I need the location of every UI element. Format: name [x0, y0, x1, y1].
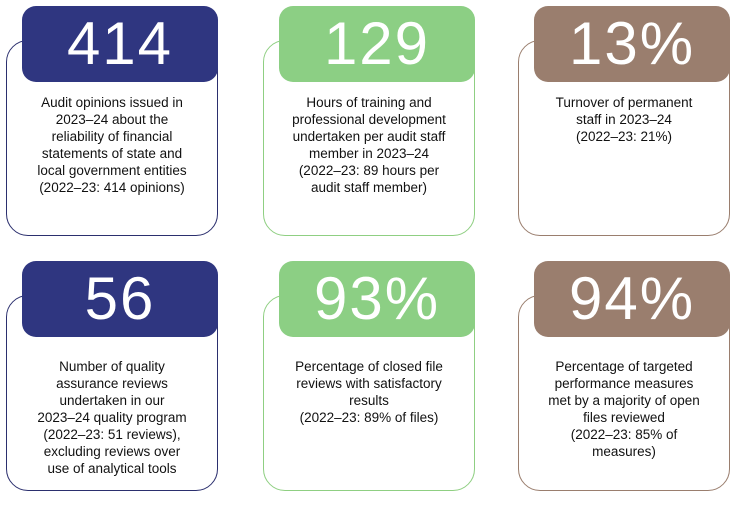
stat-description: Audit opinions issued in 2023–24 about t… — [12, 94, 212, 196]
stat-description-line: (2022–23: 51 reviews), — [43, 427, 181, 442]
stat-description-line: excluding reviews over — [43, 444, 181, 459]
stat-description-line: measures) — [592, 444, 656, 459]
stat-description: Hours of training and professional devel… — [269, 94, 469, 196]
stat-description-line: use of analytical tools — [47, 461, 177, 476]
stat-card-staff-turnover: 13% Turnover of permanent staff in 2023–… — [518, 6, 736, 240]
stat-card-audit-opinions: 414 Audit opinions issued in 2023–24 abo… — [6, 6, 224, 240]
stat-card-closed-file-reviews: 93% Percentage of closed file reviews wi… — [263, 261, 481, 495]
stat-value-badge: 94% — [534, 261, 730, 337]
stat-description-line: undertaken in our — [59, 393, 165, 408]
stat-description-line: (2022–23: 89% of files) — [299, 410, 439, 425]
stat-description: Number of quality assurance reviews unde… — [12, 358, 212, 477]
stat-description-line: reliability of financial — [51, 129, 173, 144]
stat-description-line: Percentage of targeted — [555, 359, 693, 374]
stat-description: Turnover of permanent staff in 2023–24 (… — [524, 94, 724, 145]
stat-description-line: assurance reviews — [56, 376, 168, 391]
stat-description-line: 2023–24 quality program — [37, 410, 187, 425]
stat-description-line: audit staff member) — [310, 180, 428, 195]
stat-description-line: Number of quality — [59, 359, 165, 374]
stat-description-line: staff in 2023–24 — [576, 112, 672, 127]
stat-value-badge: 93% — [279, 261, 475, 337]
stat-description-line: (2022–23: 414 opinions) — [39, 180, 185, 195]
stat-description-line: performance measures — [554, 376, 694, 391]
stat-description-line: reviews with satisfactory — [296, 376, 442, 391]
stat-description-line: professional development — [292, 112, 446, 127]
stat-value-badge: 13% — [534, 6, 730, 82]
stat-description-line: statements of state and — [41, 146, 183, 161]
stat-description-line: files reviewed — [583, 410, 665, 425]
stat-description-line: Audit opinions issued in — [41, 95, 183, 110]
stat-card-quality-reviews: 56 Number of quality assurance reviews u… — [6, 261, 224, 495]
stat-description: Percentage of targeted performance measu… — [524, 358, 724, 460]
stat-description: Percentage of closed file reviews with s… — [269, 358, 469, 426]
stat-value-badge: 56 — [22, 261, 218, 337]
stat-description-line: results — [349, 393, 389, 408]
stat-description-line: Percentage of closed file — [295, 359, 443, 374]
stat-description-line: Turnover of permanent — [555, 95, 693, 110]
stat-description-line: met by a majority of open — [548, 393, 700, 408]
stat-description-line: undertaken per audit staff — [292, 129, 446, 144]
stat-card-training-hours: 129 Hours of training and professional d… — [263, 6, 481, 240]
stat-description-line: (2022–23: 85% of — [570, 427, 678, 442]
stat-card-performance-measures: 94% Percentage of targeted performance m… — [518, 261, 736, 495]
stat-description-line: Hours of training and — [306, 95, 432, 110]
stat-description-line: (2022–23: 21%) — [575, 129, 673, 144]
stat-value-badge: 414 — [22, 6, 218, 82]
stat-description-line: local government entities — [37, 163, 187, 178]
stat-description-line: (2022–23: 89 hours per — [298, 163, 440, 178]
stat-description-line: 2023–24 about the — [55, 112, 169, 127]
stat-description-line: member in 2023–24 — [308, 146, 430, 161]
stat-value-badge: 129 — [279, 6, 475, 82]
